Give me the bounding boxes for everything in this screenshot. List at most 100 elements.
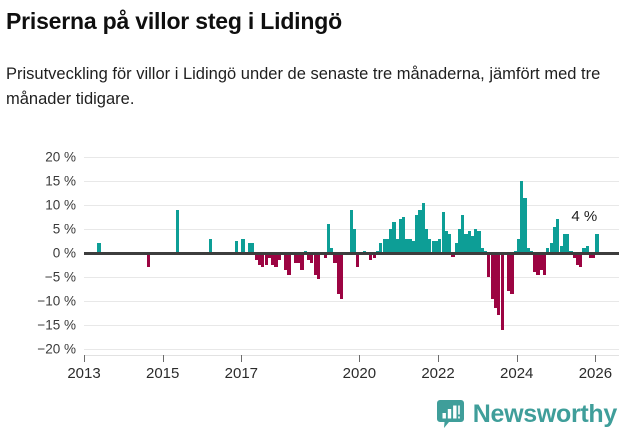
x-axis-tick-label: 2013 bbox=[67, 365, 101, 382]
chart-bar bbox=[379, 243, 383, 253]
chart-bar bbox=[241, 238, 245, 253]
chart-bar bbox=[454, 243, 458, 253]
chart-bar bbox=[536, 253, 540, 275]
chart-bar bbox=[313, 253, 317, 275]
chart-bar bbox=[487, 253, 491, 277]
y-axis-tick-label: −20 % bbox=[37, 341, 76, 357]
chart-bar bbox=[516, 238, 520, 253]
chart-bar bbox=[408, 238, 412, 253]
chart-bar bbox=[575, 253, 579, 265]
y-axis-tick-label: −10 % bbox=[37, 293, 76, 309]
zero-line bbox=[84, 252, 619, 255]
brand-name: Newsworthy bbox=[472, 400, 618, 428]
chart-bar bbox=[251, 243, 255, 253]
chart-bar bbox=[539, 253, 544, 270]
chart-bar bbox=[589, 253, 593, 258]
chart-bar bbox=[471, 236, 475, 253]
chart-bar bbox=[530, 250, 534, 253]
chart-bar bbox=[506, 253, 511, 292]
chart-bar bbox=[457, 229, 461, 253]
chart-bar bbox=[467, 231, 471, 253]
chart-bar bbox=[235, 241, 239, 253]
chart-bar bbox=[329, 248, 334, 253]
chart-bar bbox=[552, 226, 557, 253]
chart-bar bbox=[248, 243, 252, 253]
chart-bar bbox=[382, 238, 386, 253]
chart-bar bbox=[493, 253, 498, 309]
chart-bar bbox=[444, 231, 448, 253]
chart-bar bbox=[267, 253, 271, 258]
chart-bar bbox=[277, 253, 281, 261]
x-axis-tick-label: 2017 bbox=[224, 365, 259, 382]
chart-bar bbox=[316, 253, 321, 280]
chart-bar bbox=[497, 253, 501, 316]
chart-bar bbox=[297, 253, 301, 263]
chart-bar bbox=[405, 238, 409, 253]
chart-bar bbox=[336, 253, 340, 294]
chart-bar bbox=[490, 253, 494, 299]
x-axis-tick-label: 2015 bbox=[145, 365, 180, 382]
gridline bbox=[84, 205, 619, 206]
chart-bar bbox=[569, 250, 573, 253]
chart-bar bbox=[395, 238, 399, 253]
chart-bar bbox=[438, 238, 442, 253]
x-axis-tick bbox=[516, 355, 518, 362]
chart-bar bbox=[303, 250, 308, 253]
chart-bar bbox=[97, 243, 101, 253]
chart-bar bbox=[388, 229, 393, 253]
gridline bbox=[84, 349, 619, 350]
chart-bar bbox=[441, 212, 445, 253]
x-axis-tick-label: 2022 bbox=[421, 365, 455, 382]
chart-bar bbox=[274, 253, 278, 268]
chart-bar bbox=[500, 253, 504, 330]
chart-bar bbox=[543, 253, 547, 275]
chart-bar bbox=[418, 209, 422, 253]
chart-bar bbox=[585, 245, 589, 253]
x-axis-tick bbox=[241, 355, 243, 362]
x-axis-tick bbox=[438, 355, 440, 362]
chart-bar bbox=[477, 231, 481, 253]
gridline bbox=[84, 181, 619, 182]
chart-bar bbox=[356, 253, 360, 268]
x-axis-tick bbox=[359, 355, 361, 362]
footer-branding: Newsworthy bbox=[436, 400, 618, 429]
chart-plot-wrapper: 4 % 20 % 15 % 10 % 5 % 0 % −5 % −10 % −15 % −20 … bbox=[0, 145, 631, 395]
chart-bar bbox=[431, 241, 435, 253]
chart-bar bbox=[595, 233, 599, 253]
chart-bar bbox=[385, 238, 389, 253]
chart-bar bbox=[333, 253, 337, 263]
bar-chart-speech-bubble-icon bbox=[436, 400, 464, 429]
chart-bar bbox=[287, 253, 291, 275]
chart-bar bbox=[307, 253, 311, 261]
chart-bar bbox=[372, 253, 376, 258]
chart-bar bbox=[260, 253, 265, 268]
chart-bar bbox=[513, 250, 517, 253]
x-axis-tick-label: 2026 bbox=[578, 365, 613, 382]
plot-area bbox=[84, 157, 619, 350]
chart-bar bbox=[146, 253, 150, 268]
chart-bar bbox=[254, 253, 258, 261]
chart-bar bbox=[300, 253, 304, 270]
chart-bar bbox=[461, 214, 465, 253]
chart-subtitle: Prisutveckling för villor i Lidingö unde… bbox=[6, 65, 601, 108]
chart-bar bbox=[264, 253, 268, 265]
x-axis-tick-label: 2020 bbox=[342, 365, 377, 382]
chart-bar bbox=[565, 233, 570, 253]
chart-bar bbox=[474, 229, 478, 253]
chart-bar bbox=[572, 253, 576, 258]
chart-bar bbox=[562, 233, 566, 253]
chart-bar bbox=[520, 181, 524, 253]
chart-bar bbox=[349, 209, 353, 253]
chart-bar bbox=[402, 217, 406, 253]
chart-bar bbox=[323, 253, 327, 258]
chart-bar bbox=[434, 241, 439, 253]
y-axis-tick-label: 5 % bbox=[52, 221, 76, 237]
chart-bar bbox=[546, 248, 550, 253]
x-axis-tick bbox=[162, 355, 164, 362]
chart-bar bbox=[447, 233, 452, 253]
gridline bbox=[84, 157, 619, 158]
x-axis-tick bbox=[595, 355, 597, 362]
chart-bar bbox=[425, 229, 429, 253]
chart-bar bbox=[556, 219, 560, 253]
